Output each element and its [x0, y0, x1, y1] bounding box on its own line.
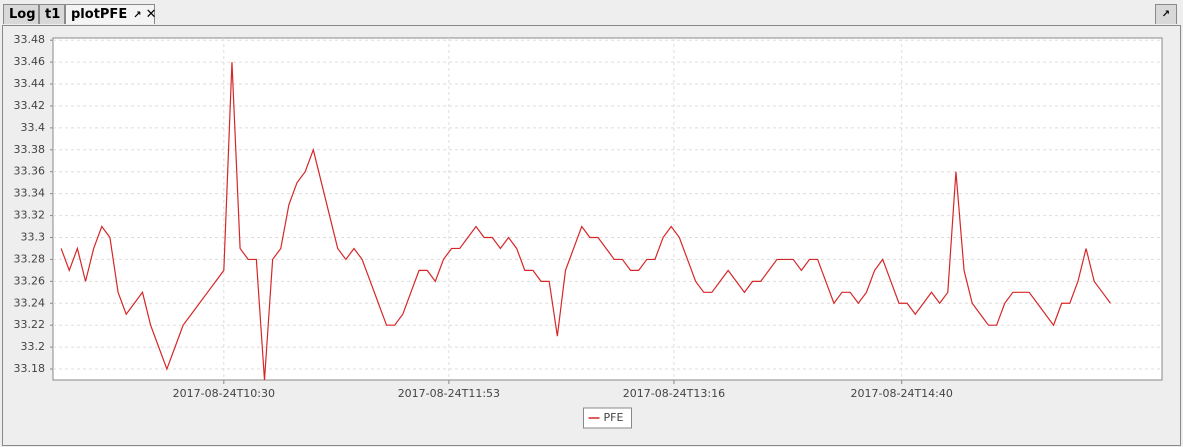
y-tick-label: 33.22	[14, 318, 46, 331]
y-tick-label: 33.18	[14, 362, 46, 375]
tab[interactable]: Log	[3, 4, 39, 24]
x-tick-label: 2017-08-24T11:53	[398, 387, 500, 400]
y-tick-label: 33.34	[14, 187, 46, 200]
tab-bar: Log t1 plotPFE ↗ ✕ ↗	[0, 0, 1183, 26]
x-tick-label: 2017-08-24T10:30	[173, 387, 275, 400]
y-tick-label: 33.36	[14, 165, 46, 178]
y-tick-label: 33.26	[14, 274, 46, 287]
y-tick-label: 33.42	[14, 99, 46, 112]
y-tick-label: 33.28	[14, 252, 46, 265]
x-tick-label: 2017-08-24T13:16	[623, 387, 725, 400]
y-tick-label: 33.24	[14, 296, 46, 309]
undock-icon[interactable]: ↗	[133, 10, 142, 21]
y-tick-label: 33.44	[14, 77, 46, 90]
tab[interactable]: plotPFE ↗ ✕	[65, 4, 157, 24]
plot-area	[52, 37, 1163, 381]
y-tick-label: 33.32	[14, 209, 46, 222]
y-tick-label: 33.3	[21, 231, 46, 244]
undock-button[interactable]: ↗	[1155, 4, 1177, 24]
legend-box	[583, 407, 632, 429]
x-tick-label: 2017-08-24T14:40	[851, 387, 953, 400]
y-tick-label: 33.38	[14, 143, 46, 156]
y-tick-label: 33.2	[21, 340, 46, 353]
tab-label: plotPFE	[71, 7, 128, 22]
y-tick-label: 33.46	[14, 55, 46, 68]
y-tick-label: 33.4	[21, 121, 46, 134]
tab[interactable]: t1	[39, 4, 65, 24]
close-icon[interactable]: ✕	[145, 7, 157, 22]
y-tick-label: 33.48	[14, 33, 46, 46]
data-line	[60, 62, 1111, 381]
legend-label: PFE	[604, 411, 624, 424]
